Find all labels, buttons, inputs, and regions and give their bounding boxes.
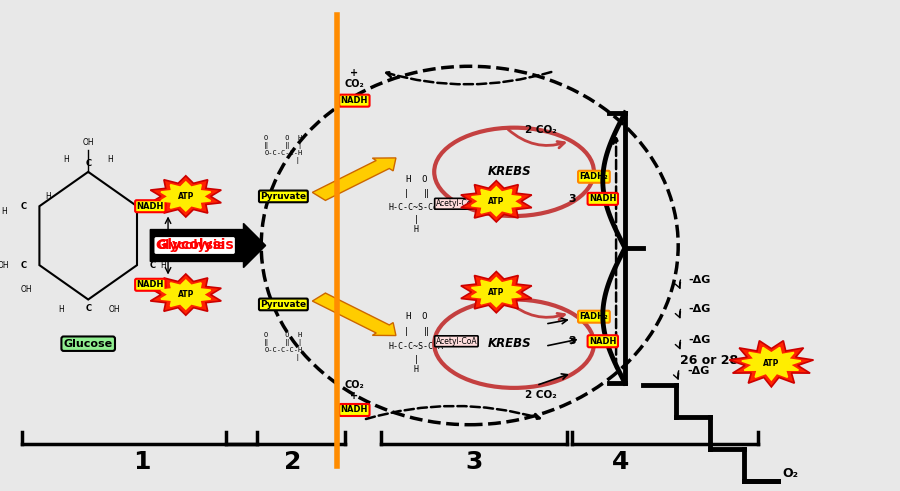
Text: H  O: H O (406, 312, 428, 321)
Text: CO₂
+: CO₂ + (345, 380, 364, 401)
Polygon shape (472, 187, 521, 216)
Text: H: H (58, 305, 65, 314)
Text: 2 CO₂: 2 CO₂ (525, 125, 556, 135)
Text: +
CO₂: + CO₂ (345, 68, 364, 89)
Text: -ΔG: -ΔG (688, 335, 711, 345)
Text: Pyruvate: Pyruvate (260, 192, 306, 201)
Text: O: O (144, 202, 151, 211)
Text: 1: 1 (132, 450, 150, 473)
Text: -ΔG: -ΔG (687, 366, 709, 376)
Text: H  O: H O (406, 175, 428, 184)
Text: NADH: NADH (341, 96, 368, 105)
Text: C: C (21, 202, 26, 211)
Text: O₂: O₂ (782, 467, 798, 480)
Text: ATP: ATP (177, 192, 194, 201)
Text: |: | (414, 355, 419, 364)
FancyArrow shape (150, 223, 266, 268)
Text: KREBS: KREBS (488, 337, 531, 350)
Polygon shape (150, 176, 221, 217)
Text: OH: OH (83, 138, 94, 147)
Text: H: H (161, 194, 166, 203)
Text: H: H (414, 225, 419, 234)
Text: C: C (21, 261, 26, 270)
Text: |: | (414, 216, 419, 224)
Text: O    O  H
‖    ‖  |
O-C-C-C-H
       |: O O H ‖ ‖ | O-C-C-C-H | (265, 331, 302, 361)
Text: ATP: ATP (488, 197, 505, 206)
Text: Glycolysis: Glycolysis (156, 239, 225, 252)
Text: 2 CO₂: 2 CO₂ (525, 390, 556, 400)
Text: C: C (86, 159, 91, 167)
Text: H: H (414, 365, 419, 374)
Text: H: H (1, 207, 7, 216)
Text: NADH: NADH (590, 337, 616, 346)
FancyArrow shape (312, 293, 396, 335)
Text: 3: 3 (465, 450, 482, 473)
Text: 3: 3 (569, 336, 576, 346)
Text: Glycolysis: Glycolysis (156, 239, 233, 252)
Text: FADH₂: FADH₂ (580, 312, 608, 321)
Text: Glucose: Glucose (64, 339, 112, 349)
Text: -ΔG: -ΔG (688, 304, 711, 314)
Text: ATP: ATP (763, 359, 779, 368)
Polygon shape (161, 182, 211, 211)
Text: C: C (86, 304, 91, 313)
Polygon shape (461, 272, 532, 313)
Text: NADH: NADH (590, 194, 616, 203)
Text: 26 or 28: 26 or 28 (680, 355, 738, 367)
Text: NADH: NADH (137, 280, 164, 289)
Text: |   ‖: | ‖ (404, 327, 429, 336)
Text: H-C-C~S-CoA: H-C-C~S-CoA (389, 342, 444, 351)
Polygon shape (150, 274, 221, 315)
Text: H: H (161, 261, 166, 270)
Text: 4: 4 (612, 450, 629, 473)
Polygon shape (161, 280, 211, 309)
Text: -ΔG: -ΔG (688, 275, 711, 285)
Text: H: H (107, 155, 113, 164)
Polygon shape (461, 181, 532, 222)
Text: H: H (63, 155, 69, 164)
Text: KREBS: KREBS (488, 165, 531, 178)
Text: FADH₂: FADH₂ (580, 172, 608, 181)
Polygon shape (729, 341, 814, 387)
Text: Acetyl-CoA: Acetyl-CoA (436, 199, 477, 208)
Text: OH: OH (0, 261, 10, 270)
Text: Pyruvate: Pyruvate (260, 300, 306, 309)
Polygon shape (472, 278, 521, 306)
Text: O    O  H
‖    ‖  |
O-C-C-C-H
       |: O O H ‖ ‖ | O-C-C-C-H | (265, 135, 302, 164)
Text: |   ‖: | ‖ (404, 190, 429, 198)
Text: NADH: NADH (137, 202, 164, 211)
Text: OH: OH (109, 305, 121, 314)
Text: OH: OH (21, 285, 32, 294)
Polygon shape (742, 348, 801, 380)
Text: NADH: NADH (341, 406, 368, 414)
FancyArrow shape (312, 158, 396, 200)
Text: H: H (45, 192, 51, 201)
Text: ATP: ATP (177, 290, 194, 299)
Text: H-C-C~S-CoA: H-C-C~S-CoA (389, 203, 444, 212)
Text: 2: 2 (284, 450, 301, 473)
Text: ATP: ATP (488, 288, 505, 297)
Text: 3: 3 (569, 194, 576, 204)
Text: C: C (150, 261, 156, 270)
Text: Acetyl-CoA: Acetyl-CoA (436, 337, 477, 346)
